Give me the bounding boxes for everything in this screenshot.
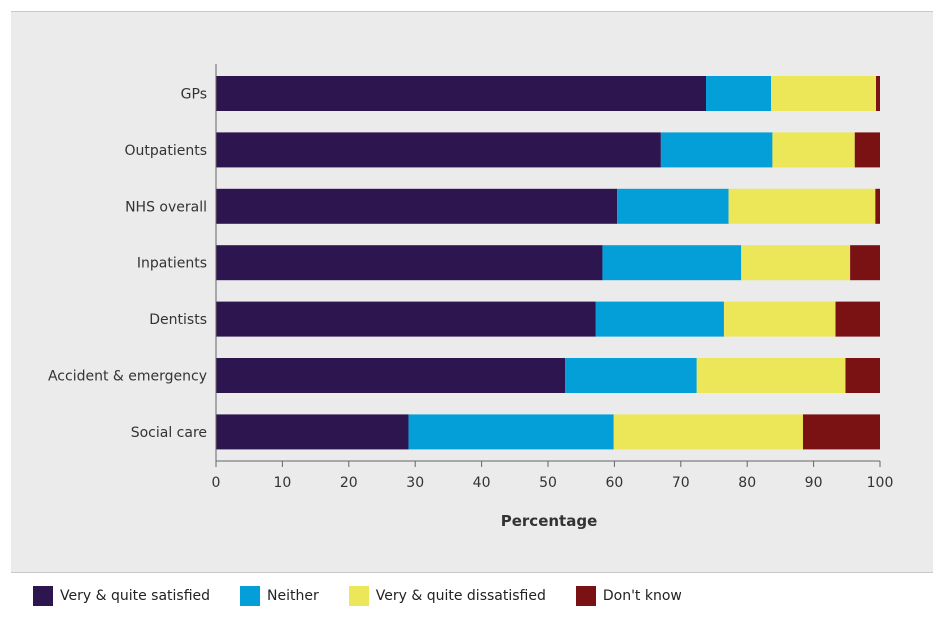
bar-social-care-very-and-quite-dissatisfied xyxy=(613,414,803,450)
category-label-accident-and-emergency: Accident & emergency xyxy=(48,369,207,385)
x-tick-label-50: 50 xyxy=(539,475,557,491)
bar-accident-and-emergency-neither xyxy=(565,358,697,393)
bar-social-care-neither xyxy=(408,414,614,450)
category-label-social-care: Social care xyxy=(131,425,207,441)
x-tick-label-80: 80 xyxy=(738,475,756,491)
legend-label-very-and-quite-satisfied: Very & quite satisfied xyxy=(60,588,211,604)
legend: Very & quite satisfied Neither Very & quit… xyxy=(33,585,712,607)
legend-swatch-very-and-quite-satisfied xyxy=(33,586,53,606)
bar-nhs-overall-very-and-quite-satisfied xyxy=(216,188,618,224)
x-tick-label-30: 30 xyxy=(406,475,424,491)
legend-item-very-and-quite-satisfied: Very & quite satisfied xyxy=(33,586,210,606)
bar-inpatients-neither xyxy=(602,245,742,281)
bar-gps-don-t-know xyxy=(876,76,880,111)
x-tick-label-40: 40 xyxy=(473,475,491,491)
x-tick-label-10: 10 xyxy=(273,475,291,491)
category-label-gps: GPs xyxy=(181,87,207,103)
axis-layer: GPs Outpatients NHS overall Inpatients Denti… xyxy=(48,64,893,491)
x-tick-label-20: 20 xyxy=(340,475,358,491)
category-label-dentists: Dentists xyxy=(149,312,207,328)
x-tick-label-0: 0 xyxy=(212,475,221,491)
x-tick-label-90: 90 xyxy=(805,475,823,491)
legend-item-neither: Neither xyxy=(240,586,319,606)
bar-accident-and-emergency-don-t-know xyxy=(845,358,880,393)
legend-item-don-t-know: Don't know xyxy=(575,586,682,606)
category-label-nhs-overall: NHS overall xyxy=(125,199,207,215)
bars-layer xyxy=(216,76,880,450)
bar-outpatients-very-and-quite-dissatisfied xyxy=(772,132,855,168)
bar-nhs-overall-neither xyxy=(617,188,729,224)
x-axis-title: Percentage xyxy=(501,512,598,530)
bar-dentists-don-t-know xyxy=(835,301,880,337)
bar-outpatients-very-and-quite-satisfied xyxy=(216,132,661,168)
legend-label-don-t-know: Don't know xyxy=(602,588,682,604)
legend-swatch-very-and-quite-dissatisfied xyxy=(348,586,369,606)
category-label-outpatients: Outpatients xyxy=(125,143,208,159)
bar-gps-neither xyxy=(706,76,772,111)
bar-inpatients-don-t-know xyxy=(850,245,880,281)
chart-panel: GPs Outpatients NHS overall Inpatients Denti… xyxy=(11,11,933,573)
bar-outpatients-don-t-know xyxy=(854,132,880,168)
bar-gps-very-and-quite-dissatisfied xyxy=(771,76,877,111)
x-tick-label-60: 60 xyxy=(605,475,623,491)
x-tick-label-70: 70 xyxy=(672,475,690,491)
legend-label-neither: Neither xyxy=(267,588,319,604)
bar-accident-and-emergency-very-and-quite-satisfied xyxy=(216,358,566,393)
x-tick-label-100: 100 xyxy=(867,475,894,491)
bar-accident-and-emergency-very-and-quite-dissatisfied xyxy=(696,358,846,393)
bar-social-care-don-t-know xyxy=(802,414,880,450)
bar-nhs-overall-very-and-quite-dissatisfied xyxy=(728,188,876,224)
legend-swatch-neither xyxy=(240,586,261,606)
bar-nhs-overall-don-t-know xyxy=(875,188,880,224)
bar-outpatients-neither xyxy=(660,132,773,168)
legend-item-very-and-quite-dissatisfied: Very & quite dissatisfied xyxy=(348,586,546,606)
bar-inpatients-very-and-quite-dissatisfied xyxy=(741,245,851,281)
stacked-bar-chart: GPs Outpatients NHS overall Inpatients Denti… xyxy=(48,64,893,530)
bar-inpatients-very-and-quite-satisfied xyxy=(216,245,603,281)
legend-label-very-and-quite-dissatisfied: Very & quite dissatisfied xyxy=(375,588,546,604)
legend-swatch-don-t-know xyxy=(575,586,596,606)
bar-dentists-very-and-quite-dissatisfied xyxy=(723,301,836,337)
bar-gps-very-and-quite-satisfied xyxy=(216,76,707,111)
category-label-inpatients: Inpatients xyxy=(137,256,207,272)
bar-social-care-very-and-quite-satisfied xyxy=(216,414,409,450)
bar-dentists-neither xyxy=(595,301,724,337)
bar-dentists-very-and-quite-satisfied xyxy=(216,301,596,337)
